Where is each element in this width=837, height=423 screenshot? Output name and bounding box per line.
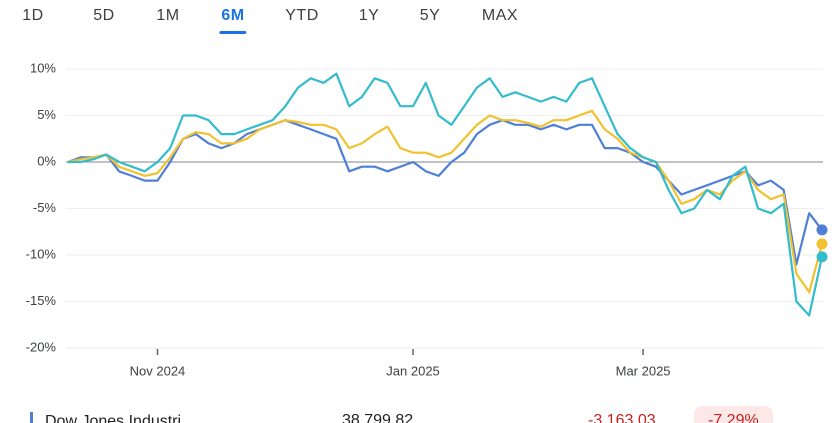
- end-dot: [816, 251, 828, 263]
- range-tab[interactable]: 1D: [22, 7, 44, 24]
- end-dot: [816, 224, 828, 236]
- range-tab[interactable]: 1M: [156, 7, 180, 24]
- x-tick-label: Jan 2025: [386, 363, 440, 378]
- y-tick-label: 10%: [30, 60, 56, 75]
- row-name-text: Dow Jones Industri: [45, 413, 182, 423]
- range-tab[interactable]: 5Y: [419, 7, 441, 24]
- y-tick-label: -15%: [26, 293, 57, 308]
- y-tick-label: 5%: [37, 107, 56, 122]
- row-percent: -7.29%: [694, 406, 773, 423]
- range-tab[interactable]: YTD: [285, 7, 319, 24]
- range-tab[interactable]: MAX: [481, 7, 519, 24]
- series-line: [67, 119, 823, 266]
- y-tick-label: -5%: [33, 200, 57, 215]
- row-price: 38,799.82: [342, 412, 414, 423]
- range-tab[interactable]: 1Y: [358, 7, 380, 24]
- range-tab[interactable]: 5D: [93, 7, 115, 24]
- end-dot: [816, 238, 828, 250]
- x-tick-label: Nov 2024: [130, 363, 186, 378]
- y-tick-label: -10%: [26, 246, 57, 261]
- series-line: [68, 72, 824, 317]
- row-swatch: [30, 412, 33, 423]
- row-name: Dow Jones Industri: [30, 412, 181, 423]
- y-tick-label: -20%: [26, 339, 57, 354]
- y-tick-label: 0%: [37, 153, 56, 168]
- range-tab[interactable]: 6M: [219, 7, 247, 34]
- chart: 10% 5% 0% -5% -10% -15% -20% Nov 2024 Jan 2025 Ma…: [26, 60, 828, 378]
- series-line: [67, 109, 824, 294]
- x-tick-label: Mar 2025: [616, 363, 671, 378]
- row-change: -3,163.03: [588, 412, 656, 423]
